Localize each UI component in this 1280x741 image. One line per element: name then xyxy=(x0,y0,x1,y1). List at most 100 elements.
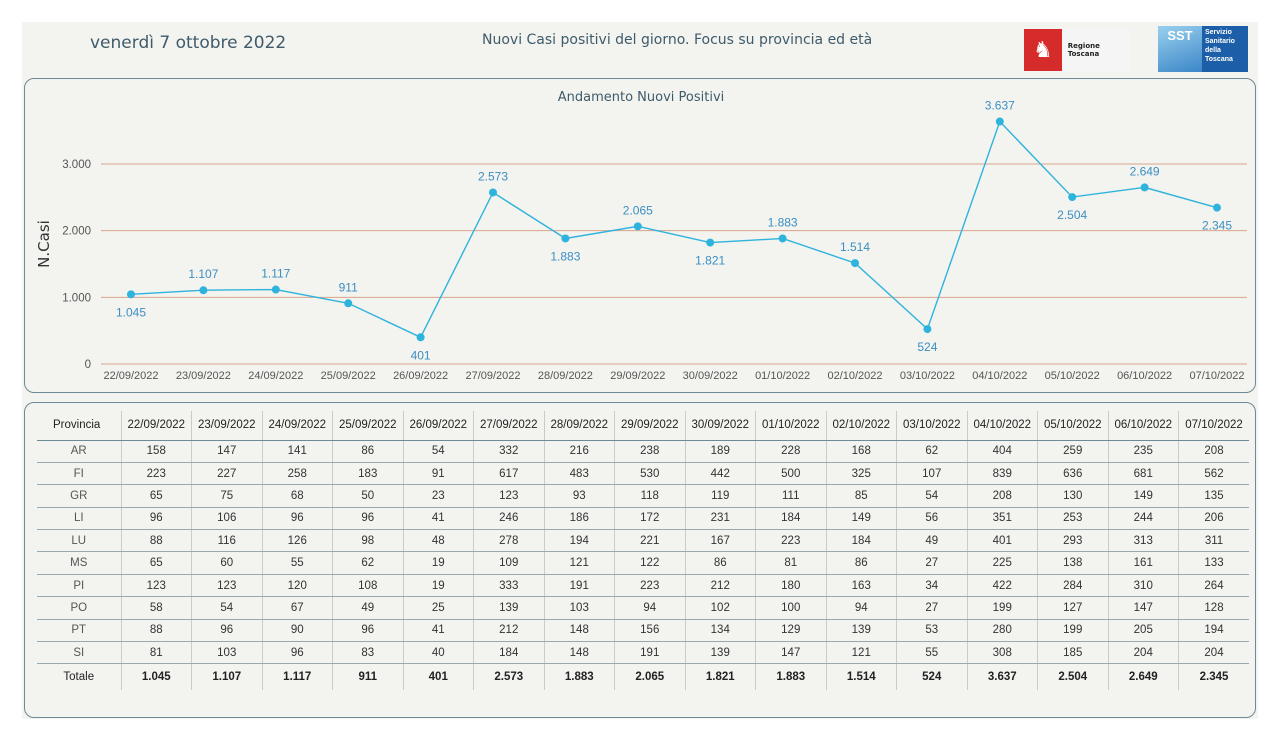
value-cell: 216 xyxy=(543,440,615,463)
x-tick-label: 02/10/2022 xyxy=(827,370,882,382)
value-cell: 422 xyxy=(966,574,1038,598)
value-cell: 184 xyxy=(755,507,826,531)
value-cell: 90 xyxy=(261,619,333,643)
value-cell: 41 xyxy=(402,507,474,531)
value-cell: 206 xyxy=(1178,507,1249,531)
value-cell: 199 xyxy=(1037,619,1108,643)
value-cell: 62 xyxy=(332,551,403,575)
x-tick-label: 23/09/2022 xyxy=(176,370,231,382)
cases-by-province-table: Provincia 22/09/2022 23/09/2022 24/09/2022 2… xyxy=(37,411,1249,690)
value-cell: 55 xyxy=(896,641,967,665)
data-point xyxy=(561,234,570,243)
data-point xyxy=(127,290,135,299)
value-cell: 81 xyxy=(120,641,192,665)
value-cell: 228 xyxy=(755,440,826,463)
value-cell: 147 xyxy=(1107,596,1179,620)
table-row: PO 58 54 67 49 25 139 103 94 102 100 94 27 199 127 147 1… xyxy=(37,596,1249,620)
value-cell: 562 xyxy=(1178,462,1249,486)
value-cell: 86 xyxy=(825,551,897,575)
value-cell: 325 xyxy=(825,462,897,486)
value-cell: 54 xyxy=(402,440,474,463)
value-cell: 48 xyxy=(402,529,474,553)
province-cell: PI xyxy=(37,574,121,598)
data-point xyxy=(778,234,787,243)
value-cell: 2.345 xyxy=(1178,663,1249,690)
data-label: 1.045 xyxy=(116,305,146,319)
value-cell: 293 xyxy=(1037,529,1108,553)
y-tick-label: 1.000 xyxy=(62,292,91,304)
value-cell: 530 xyxy=(614,462,685,486)
data-label: 2.504 xyxy=(1057,208,1087,222)
value-cell: 111 xyxy=(755,484,826,508)
data-point xyxy=(416,333,425,342)
y-axis-label: N.Casi xyxy=(35,220,53,268)
value-cell: 404 xyxy=(966,440,1038,463)
table-header-provincia: Provincia xyxy=(37,411,121,441)
value-cell: 311 xyxy=(1178,529,1249,553)
table-header-date: 29/09/2022 xyxy=(614,411,685,441)
value-cell: 96 xyxy=(191,619,262,643)
table-header-date: 24/09/2022 xyxy=(261,411,333,441)
value-cell: 313 xyxy=(1107,529,1179,553)
value-cell: 163 xyxy=(825,574,897,598)
province-cell: PT xyxy=(37,619,121,643)
value-cell: 235 xyxy=(1107,440,1179,463)
x-tick-label: 04/10/2022 xyxy=(972,370,1027,382)
value-cell: 205 xyxy=(1107,619,1179,643)
value-cell: 1.117 xyxy=(261,663,333,690)
value-cell: 180 xyxy=(755,574,826,598)
table-row: GR 65 75 68 50 23 123 93 118 119 111 85 54 208 130 149 1… xyxy=(37,484,1249,508)
value-cell: 93 xyxy=(543,484,615,508)
value-cell: 284 xyxy=(1037,574,1108,598)
value-cell: 106 xyxy=(191,507,262,531)
x-tick-label: 29/09/2022 xyxy=(610,370,665,382)
dashboard-page: venerdì 7 ottobre 2022 Nuovi Casi positi… xyxy=(22,22,1258,719)
value-cell: 2.065 xyxy=(614,663,685,690)
table-row: MS 65 60 55 62 19 109 121 122 86 81 86 27 225 138 161 13… xyxy=(37,551,1249,575)
data-point xyxy=(995,117,1004,126)
data-point xyxy=(1213,203,1221,212)
value-cell: 81 xyxy=(755,551,826,575)
value-cell: 223 xyxy=(120,462,192,486)
province-cell: LU xyxy=(37,529,121,553)
table-row: LI 96 106 96 96 41 246 186 172 231 184 149 56 351 253 2… xyxy=(37,507,1249,531)
province-cell: FI xyxy=(37,462,121,486)
value-cell: 199 xyxy=(966,596,1038,620)
value-cell: 123 xyxy=(191,574,262,598)
value-cell: 172 xyxy=(614,507,685,531)
value-cell: 2.573 xyxy=(473,663,544,690)
value-cell: 223 xyxy=(755,529,826,553)
value-cell: 194 xyxy=(1178,619,1249,643)
table-header-date: 26/09/2022 xyxy=(402,411,474,441)
value-cell: 204 xyxy=(1107,641,1179,665)
data-point xyxy=(706,238,715,247)
data-point xyxy=(344,299,353,308)
value-cell: 141 xyxy=(261,440,333,463)
table-row: SI 81 103 96 83 40 184 148 191 139 147 121 55 308 185 2… xyxy=(37,641,1249,665)
value-cell: 259 xyxy=(1037,440,1108,463)
value-cell: 121 xyxy=(825,641,897,665)
value-cell: 109 xyxy=(473,551,544,575)
value-cell: 55 xyxy=(261,551,333,575)
value-cell: 58 xyxy=(120,596,192,620)
table-header-date: 06/10/2022 xyxy=(1107,411,1179,441)
value-cell: 27 xyxy=(896,551,967,575)
value-cell: 129 xyxy=(755,619,826,643)
value-cell: 133 xyxy=(1178,551,1249,575)
value-cell: 139 xyxy=(825,619,897,643)
value-cell: 139 xyxy=(473,596,544,620)
value-cell: 49 xyxy=(332,596,403,620)
value-cell: 75 xyxy=(191,484,262,508)
province-cell: LI xyxy=(37,507,121,531)
value-cell: 23 xyxy=(402,484,474,508)
value-cell: 911 xyxy=(332,663,403,690)
value-cell: 186 xyxy=(543,507,615,531)
province-cell: Totale xyxy=(63,671,95,684)
data-label: 524 xyxy=(917,340,937,354)
table-header-date: 03/10/2022 xyxy=(896,411,967,441)
y-tick-label: 3.000 xyxy=(62,159,91,171)
value-cell: 54 xyxy=(191,596,262,620)
value-cell: 148 xyxy=(543,641,615,665)
value-cell: 65 xyxy=(120,484,192,508)
value-cell: 50 xyxy=(332,484,403,508)
